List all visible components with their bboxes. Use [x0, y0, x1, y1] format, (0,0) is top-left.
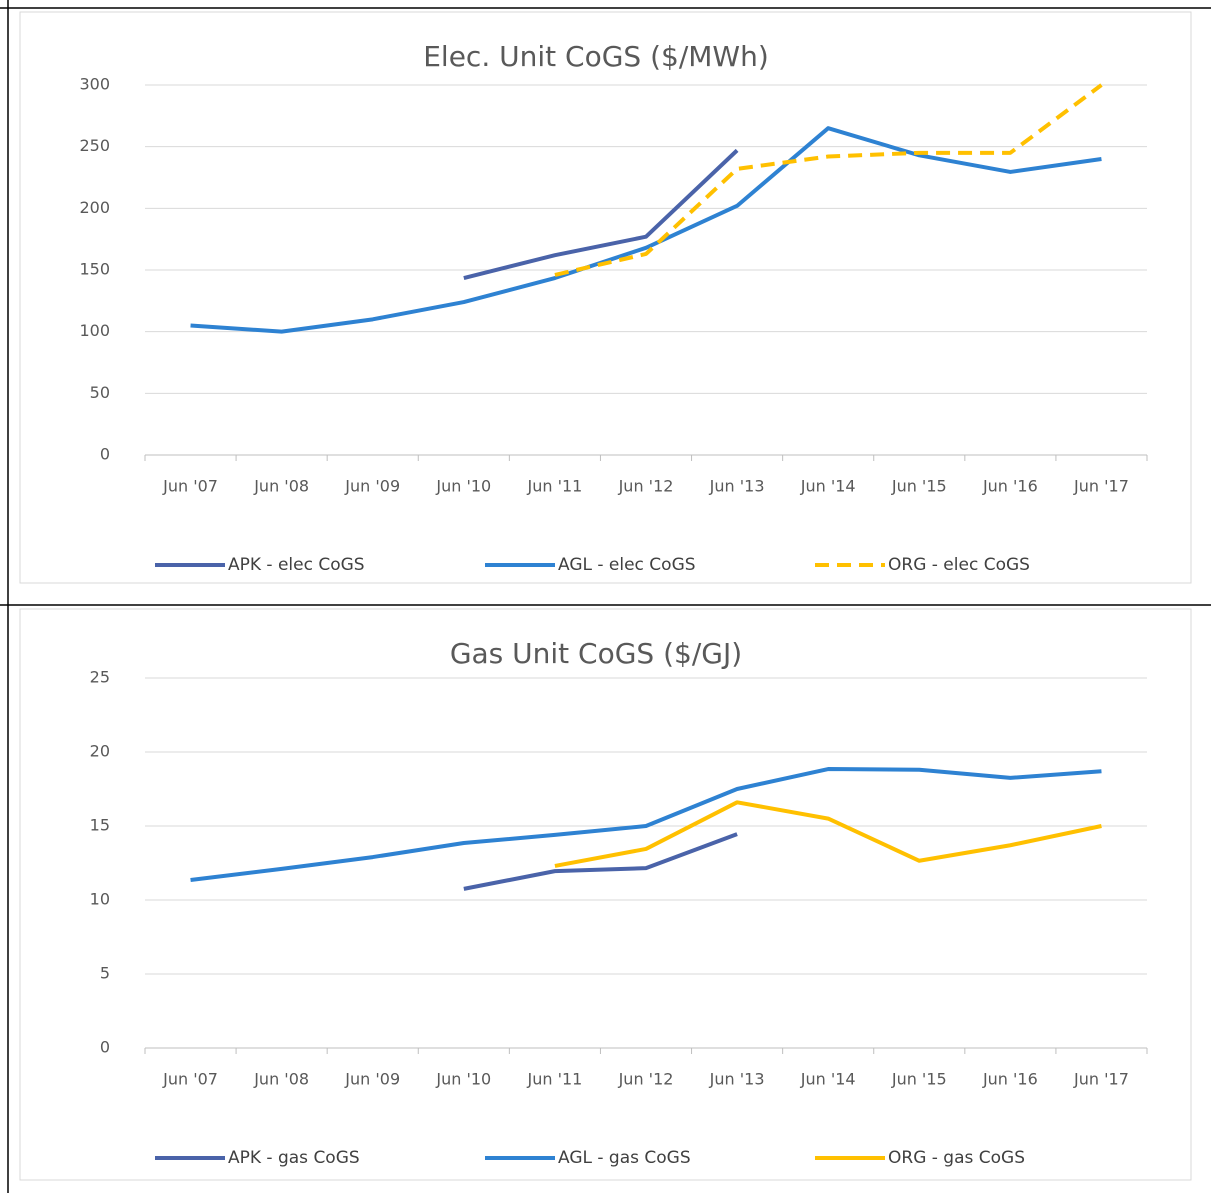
x-tick-label: Jun '09 [344, 477, 400, 496]
legend-label: AGL - gas CoGS [558, 1148, 691, 1168]
series-line [463, 832, 738, 891]
x-tick-label: Jun '15 [891, 1070, 947, 1089]
x-tick-label: Jun '14 [800, 477, 856, 496]
y-tick-label: 10 [90, 890, 110, 909]
legend-label: ORG - gas CoGS [888, 1148, 1025, 1168]
x-tick-label: Jun '17 [1073, 477, 1129, 496]
y-tick-label: 100 [79, 321, 110, 340]
y-tick-label: 25 [90, 668, 110, 687]
x-tick-label: Jun '13 [709, 1070, 765, 1089]
y-tick-label: 0 [100, 1038, 110, 1057]
x-tick-label: Jun '14 [800, 1070, 856, 1089]
x-tick-label: Jun '10 [435, 477, 491, 496]
x-tick-label: Jun '07 [162, 1070, 218, 1089]
legend-label: APK - elec CoGS [228, 555, 365, 575]
y-tick-label: 15 [90, 816, 110, 835]
series-line [190, 767, 1102, 883]
x-tick-label: Jun '09 [344, 1070, 400, 1089]
series-line [463, 148, 739, 280]
x-tick-label: Jun '15 [891, 477, 947, 496]
x-tick-label: Jun '11 [526, 477, 582, 496]
x-tick-label: Jun '13 [709, 477, 765, 496]
x-tick-label: Jun '11 [526, 1070, 582, 1089]
legend-label: APK - gas CoGS [228, 1148, 360, 1168]
x-tick-label: Jun '10 [435, 1070, 491, 1089]
legend-label: ORG - elec CoGS [888, 555, 1030, 575]
x-tick-label: Jun '08 [253, 1070, 309, 1089]
y-tick-label: 0 [100, 445, 110, 464]
x-tick-label: Jun '08 [253, 477, 309, 496]
x-tick-label: Jun '12 [618, 477, 674, 496]
x-tick-label: Jun '07 [162, 477, 218, 496]
series-line [554, 800, 1102, 868]
series-line [554, 83, 1103, 277]
chart-frame [19, 11, 1192, 584]
x-tick-label: Jun '12 [618, 1070, 674, 1089]
legend-label: AGL - elec CoGS [558, 555, 696, 575]
y-tick-label: 150 [79, 260, 110, 279]
y-tick-label: 50 [90, 383, 110, 402]
x-tick-label: Jun '16 [982, 477, 1038, 496]
y-tick-label: 20 [90, 742, 110, 761]
chart-frame [19, 608, 1192, 1181]
y-tick-label: 250 [79, 136, 110, 155]
y-tick-label: 200 [79, 198, 110, 217]
chart-title: Elec. Unit CoGS ($/MWh) [423, 40, 769, 73]
y-tick-label: 300 [79, 75, 110, 94]
series-line [190, 126, 1102, 334]
x-tick-label: Jun '17 [1073, 1070, 1129, 1089]
x-tick-label: Jun '16 [982, 1070, 1038, 1089]
chart-title: Gas Unit CoGS ($/GJ) [450, 637, 742, 670]
y-tick-label: 5 [100, 964, 110, 983]
